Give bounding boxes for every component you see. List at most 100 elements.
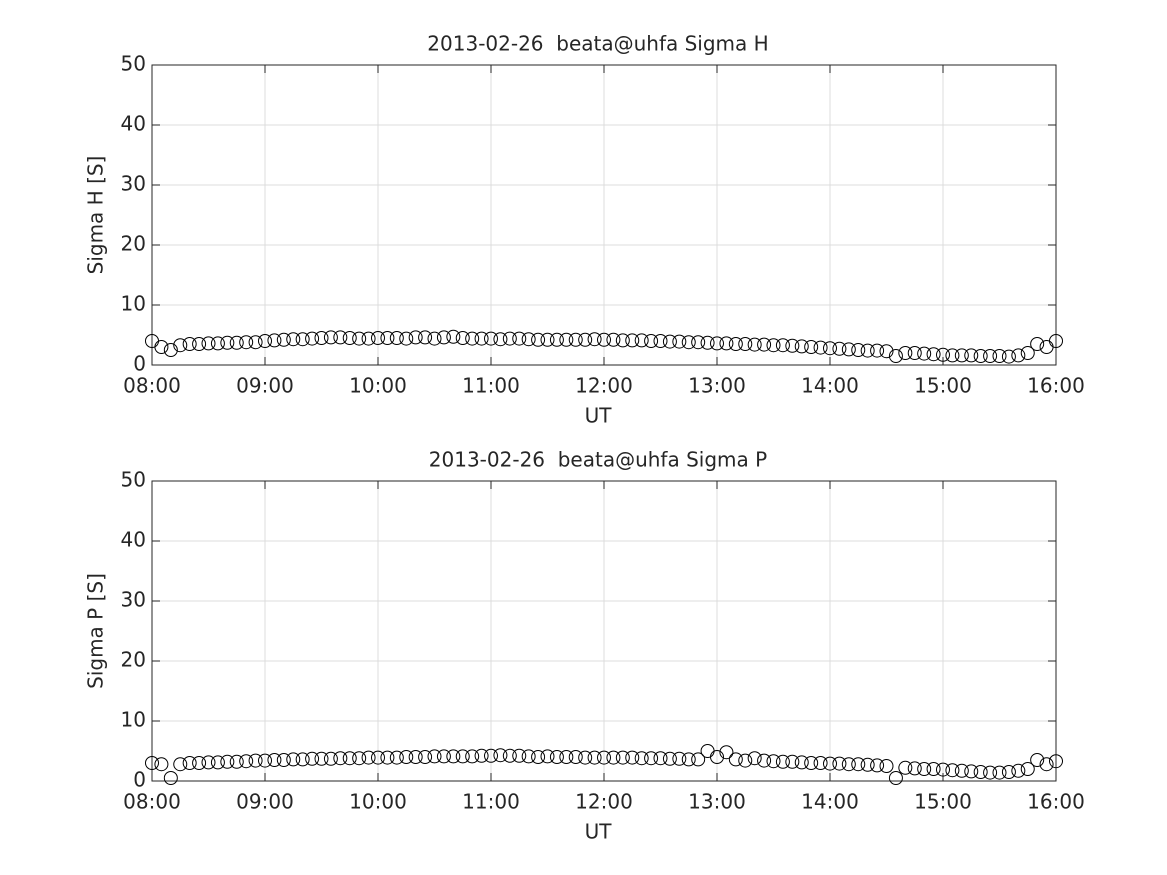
data-point bbox=[474, 331, 489, 346]
data-point bbox=[804, 340, 819, 354]
data-point bbox=[389, 331, 404, 345]
data-point bbox=[870, 758, 885, 773]
data-point bbox=[634, 751, 649, 766]
data-point bbox=[936, 347, 950, 362]
y-axis-label: Sigma P [S] bbox=[84, 573, 108, 689]
data-point bbox=[229, 335, 244, 350]
data-point bbox=[597, 332, 611, 347]
data-point bbox=[888, 771, 903, 785]
data-point bbox=[879, 344, 894, 359]
data-point bbox=[286, 752, 301, 767]
data-point bbox=[493, 748, 508, 763]
x-tick-label: 14:00 bbox=[801, 790, 859, 814]
data-point bbox=[681, 752, 696, 767]
data-point bbox=[531, 332, 546, 347]
data-point bbox=[644, 751, 659, 766]
data-point bbox=[521, 332, 536, 347]
data-point bbox=[785, 754, 800, 769]
y-tick-label: 10 bbox=[121, 292, 146, 316]
data-point bbox=[258, 753, 272, 768]
x-tick-label: 12:00 bbox=[575, 374, 633, 398]
data-point bbox=[945, 348, 960, 363]
data-point bbox=[719, 745, 734, 760]
x-axis-label: UT bbox=[585, 820, 613, 844]
data-point bbox=[182, 756, 197, 770]
data-point bbox=[361, 331, 376, 346]
data-point bbox=[794, 339, 809, 354]
data-point bbox=[578, 332, 593, 347]
data-point bbox=[1011, 348, 1026, 363]
data-point bbox=[192, 756, 207, 770]
data-point bbox=[983, 765, 998, 780]
data-point bbox=[936, 762, 950, 777]
data-point bbox=[549, 332, 564, 347]
data-point bbox=[455, 749, 470, 764]
data-point bbox=[907, 346, 922, 360]
data-point bbox=[1039, 757, 1054, 772]
data-point bbox=[757, 337, 772, 352]
data-point bbox=[465, 749, 480, 764]
data-point bbox=[634, 333, 649, 348]
data-point bbox=[484, 748, 498, 763]
data-point bbox=[220, 335, 235, 350]
data-point bbox=[898, 760, 913, 775]
data-point bbox=[954, 348, 969, 363]
y-tick-label: 20 bbox=[121, 232, 146, 256]
data-point bbox=[785, 338, 800, 353]
data-point bbox=[700, 335, 715, 350]
data-point bbox=[333, 751, 348, 766]
data-point bbox=[1020, 762, 1035, 776]
data-point bbox=[531, 750, 546, 764]
x-tick-label: 09:00 bbox=[236, 790, 294, 814]
data-point bbox=[493, 332, 508, 347]
data-point bbox=[568, 750, 583, 764]
data-point bbox=[182, 337, 197, 351]
data-point bbox=[314, 331, 329, 345]
y-tick-label: 0 bbox=[133, 768, 146, 792]
data-point bbox=[672, 334, 687, 349]
data-point bbox=[898, 346, 913, 360]
data-point bbox=[747, 337, 762, 352]
data-point bbox=[964, 348, 979, 363]
axes-frame bbox=[151, 64, 1057, 366]
data-point bbox=[719, 336, 734, 351]
data-point bbox=[973, 349, 988, 363]
data-point bbox=[192, 337, 207, 351]
data-point bbox=[163, 771, 178, 785]
x-tick-label: 12:00 bbox=[575, 790, 633, 814]
data-point bbox=[794, 755, 809, 770]
data-point bbox=[917, 762, 932, 776]
data-point bbox=[625, 750, 640, 765]
data-point bbox=[540, 332, 555, 347]
data-point bbox=[907, 761, 922, 776]
data-point bbox=[832, 756, 847, 771]
data-point bbox=[813, 340, 828, 355]
data-point bbox=[644, 334, 659, 348]
data-point bbox=[559, 750, 574, 764]
data-point bbox=[615, 333, 630, 348]
x-tick-label: 15:00 bbox=[914, 374, 972, 398]
data-point bbox=[1030, 753, 1045, 767]
data-point bbox=[775, 754, 790, 769]
data-point bbox=[841, 757, 856, 772]
chart-title: 2013-02-26 beata@uhfa Sigma H bbox=[427, 32, 768, 56]
x-tick-label: 15:00 bbox=[914, 790, 972, 814]
axes-frame bbox=[151, 480, 1057, 782]
data-point bbox=[323, 330, 338, 345]
data-point bbox=[813, 756, 828, 770]
data-point bbox=[587, 332, 602, 347]
data-point bbox=[1001, 765, 1016, 779]
data-point bbox=[625, 333, 640, 348]
data-point bbox=[954, 763, 969, 778]
data-point bbox=[747, 751, 762, 766]
data-point bbox=[446, 749, 461, 764]
x-tick-label: 16:00 bbox=[1027, 374, 1085, 398]
y-tick-label: 50 bbox=[121, 52, 146, 76]
data-point bbox=[389, 750, 404, 765]
data-point bbox=[436, 330, 451, 345]
y-tick-label: 0 bbox=[133, 352, 146, 376]
x-tick-label: 10:00 bbox=[349, 790, 407, 814]
data-point bbox=[992, 349, 1007, 363]
data-point bbox=[295, 752, 310, 767]
